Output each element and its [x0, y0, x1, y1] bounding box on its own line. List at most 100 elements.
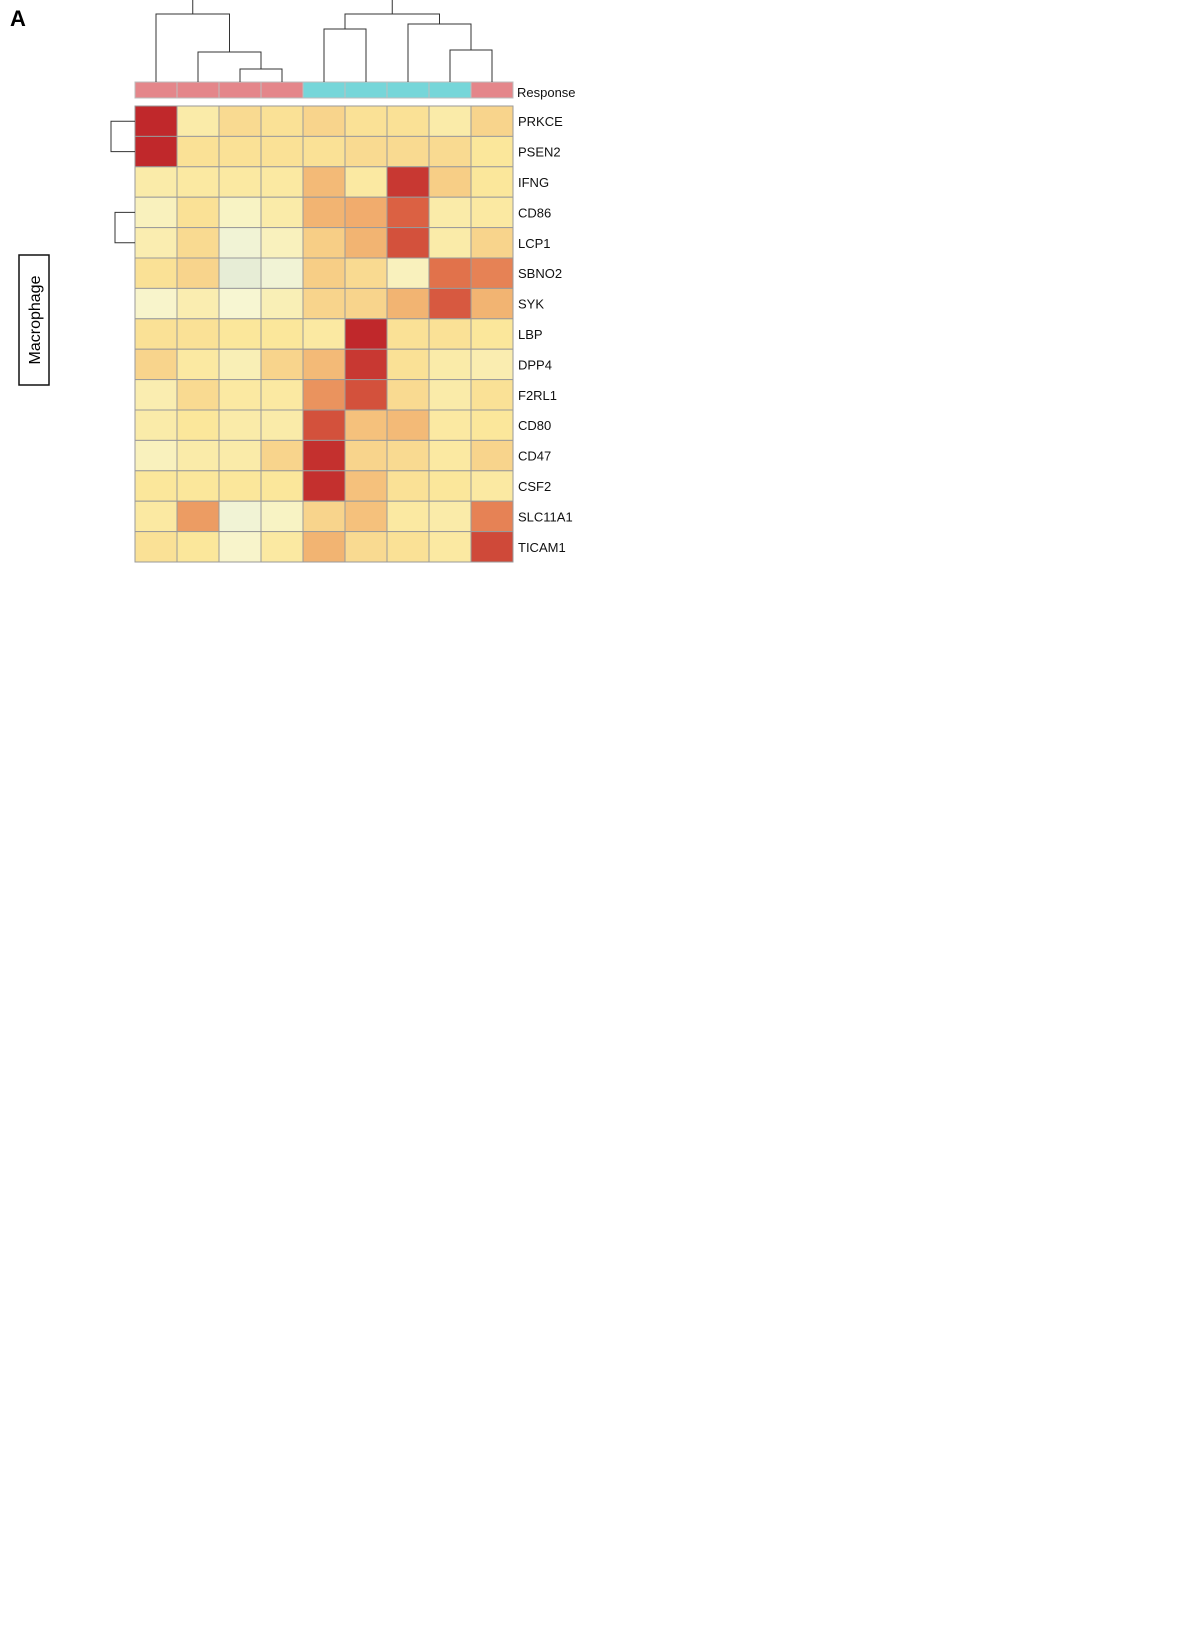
- row-label: TICAM1: [518, 540, 566, 555]
- heatmap-cell: [176, 196, 220, 229]
- heatmap-cell: [260, 166, 304, 198]
- row-label: F2RL1: [518, 388, 557, 403]
- heatmap-cell: [428, 135, 472, 168]
- heatmap-cell: [134, 379, 178, 411]
- heatmap-cell: [344, 409, 388, 441]
- heatmap-cell: [302, 470, 346, 502]
- heatmap-cell: [260, 105, 304, 137]
- heatmap-cell: [260, 287, 304, 320]
- heatmap-cell: [134, 409, 178, 441]
- heatmap-cell: [176, 287, 220, 320]
- heatmap-cell: [386, 166, 430, 198]
- heatmap-cell: [260, 409, 304, 441]
- heatmap-cell: [344, 135, 388, 168]
- heatmap-cell: [344, 105, 388, 137]
- heatmap-cell: [260, 531, 304, 563]
- heatmap-cell: [176, 257, 220, 289]
- heatmap-cell: [134, 287, 178, 320]
- heatmap-cell: [176, 379, 220, 411]
- annotation-cell-pr: [428, 81, 472, 99]
- heatmap-cell: [344, 348, 388, 381]
- heatmap-cell: [470, 287, 514, 320]
- heatmap-cell: [302, 287, 346, 320]
- heatmap-cell: [134, 439, 178, 472]
- heatmap-cell: [302, 105, 346, 137]
- row-dendrogram-branch: [114, 211, 135, 244]
- heatmap-cell: [428, 318, 472, 350]
- heatmap-cell: [134, 257, 178, 289]
- heatmap-cell: [302, 439, 346, 472]
- heatmap-cell: [218, 166, 262, 198]
- row-label: CD80: [518, 418, 551, 433]
- row-label: SYK: [518, 297, 544, 312]
- heatmap-cell: [428, 531, 472, 563]
- heatmap-cell: [302, 348, 346, 381]
- heatmap-cell: [134, 500, 178, 533]
- heatmap-cell: [386, 379, 430, 411]
- panel-label-a: A: [10, 6, 26, 31]
- annotation-cell-pr: [344, 81, 388, 99]
- heatmap-cell: [344, 439, 388, 472]
- heatmap-cell: [176, 531, 220, 563]
- group-label-box: Macrophage: [18, 254, 50, 386]
- heatmap-cell: [428, 409, 472, 441]
- heatmap-cell: [428, 439, 472, 472]
- heatmap-cell: [176, 135, 220, 168]
- row-dendrogram-branch: [110, 120, 135, 153]
- heatmap-cell: [344, 257, 388, 289]
- heatmap-cell: [470, 105, 514, 137]
- annotation-cell-sd: [470, 81, 514, 99]
- heatmap-cell: [134, 196, 178, 229]
- heatmap-cell: [260, 227, 304, 259]
- heatmap-cell: [218, 135, 262, 168]
- heatmap-cell: [260, 470, 304, 502]
- heatmap-cell: [218, 409, 262, 441]
- heatmap-cell: [344, 227, 388, 259]
- heatmap-cell: [386, 439, 430, 472]
- heatmap-cell: [470, 135, 514, 168]
- heatmap-cell: [260, 379, 304, 411]
- heatmap-cell: [428, 470, 472, 502]
- heatmap-cell: [470, 318, 514, 350]
- heatmap-cell: [176, 500, 220, 533]
- annotation-cell-sd: [176, 81, 220, 99]
- row-label: PRKCE: [518, 114, 563, 129]
- heatmap-cell: [302, 257, 346, 289]
- heatmap-cell: [218, 287, 262, 320]
- row-label: CD86: [518, 205, 551, 220]
- heatmap-cell: [386, 409, 430, 441]
- heatmap-cell: [344, 318, 388, 350]
- heatmap-cell: [428, 500, 472, 533]
- heatmap-cell: [218, 227, 262, 259]
- row-label: CD47: [518, 449, 551, 464]
- heatmap-cell: [134, 227, 178, 259]
- column-dendrogram-branch: [344, 13, 440, 29]
- heatmap-cell: [176, 439, 220, 472]
- heatmap-cell: [470, 470, 514, 502]
- heatmap-cell: [176, 348, 220, 381]
- heatmap-cell: [470, 166, 514, 198]
- heatmap-cell: [218, 257, 262, 289]
- heatmap-cell: [218, 379, 262, 411]
- heatmap-cell: [260, 500, 304, 533]
- heatmap-cell: [176, 470, 220, 502]
- heatmap-cell: [218, 470, 262, 502]
- heatmap-cell: [218, 348, 262, 381]
- heatmap-cell: [260, 257, 304, 289]
- column-dendrogram-branch: [449, 49, 493, 82]
- heatmap-cell: [386, 470, 430, 502]
- heatmap-cell: [218, 531, 262, 563]
- heatmap-cell: [134, 531, 178, 563]
- heatmap-cell: [176, 409, 220, 441]
- heatmap-cell: [470, 531, 514, 563]
- heatmap-cell: [344, 531, 388, 563]
- column-dendrogram-branch: [323, 28, 367, 82]
- heatmap-cell: [134, 166, 178, 198]
- row-label: CSF2: [518, 479, 551, 494]
- heatmap-cell: [302, 227, 346, 259]
- heatmap-cell: [302, 500, 346, 533]
- heatmap-cell: [386, 348, 430, 381]
- heatmap-cell: [134, 470, 178, 502]
- heatmap-cell: [302, 135, 346, 168]
- heatmap-cell: [260, 196, 304, 229]
